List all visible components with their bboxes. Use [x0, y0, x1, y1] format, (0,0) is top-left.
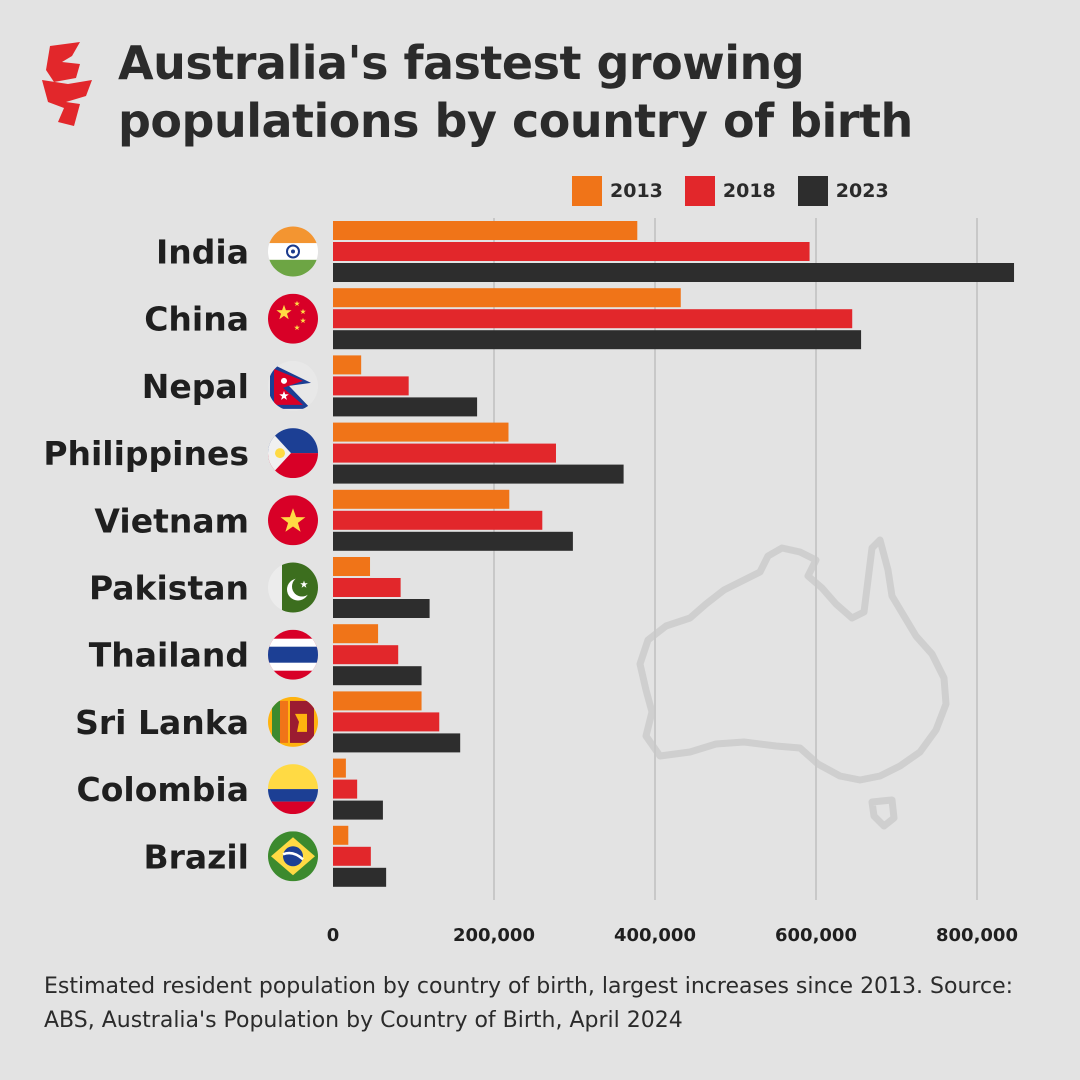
- x-tick-label: 0: [327, 925, 340, 946]
- category-label: Colombia: [77, 770, 249, 809]
- chart-caption: Estimated resident population by country…: [44, 974, 1014, 1033]
- bar-2018: [333, 645, 399, 665]
- legend-swatch: [797, 176, 828, 206]
- legend-label: 2018: [722, 180, 776, 202]
- x-tick-label: 200,000: [453, 925, 535, 946]
- bar-2018: [333, 779, 358, 799]
- category-label: Nepal: [142, 367, 249, 406]
- bar-2018: [333, 443, 556, 463]
- nepal-flag-icon: [268, 360, 318, 411]
- australia-map-outline-icon: [636, 536, 950, 830]
- x-tick-label: 400,000: [614, 925, 696, 946]
- legend-item-2023: 2023: [797, 176, 889, 206]
- bar-2013: [333, 691, 422, 711]
- bar-2018: [333, 309, 853, 329]
- bar-2018: [333, 578, 401, 597]
- bar-2023: [333, 330, 862, 350]
- category-label: Sri Lanka: [75, 703, 249, 742]
- bar-2023: [333, 531, 573, 551]
- pakistan-flag-icon: [268, 562, 318, 613]
- category-label: Brazil: [143, 837, 249, 876]
- colombia-flag-icon: [268, 764, 318, 815]
- bar-2023: [333, 464, 624, 484]
- thailand-flag-icon: [268, 629, 318, 680]
- bar-2023: [333, 397, 478, 417]
- bar-2013: [333, 825, 349, 845]
- sbs-logo-icon: [36, 40, 98, 134]
- category-label: China: [144, 300, 249, 339]
- category-label: Philippines: [43, 434, 249, 473]
- legend-item-2013: 2013: [572, 176, 663, 206]
- chart-legend: 2013 2018 2023: [572, 176, 911, 206]
- bar-2023: [333, 599, 430, 618]
- category-label: India: [156, 233, 249, 272]
- legend-label: 2013: [610, 180, 663, 202]
- bar-2018: [333, 846, 371, 866]
- category-label: Thailand: [89, 636, 249, 675]
- x-tick-label: 800,000: [936, 925, 1018, 946]
- bar-2023: [333, 666, 422, 686]
- philippines-flag-icon: [268, 428, 318, 479]
- bar-2018: [333, 242, 810, 261]
- legend-swatch: [572, 176, 602, 206]
- vietnam-flag-icon: [268, 495, 318, 546]
- bar-2023: [333, 867, 387, 887]
- bar-2023: [333, 800, 383, 820]
- chart-title: Australia's fastest growing populations …: [118, 36, 913, 148]
- bar-2013: [333, 288, 681, 308]
- bar-2013: [333, 624, 379, 644]
- bar-2013: [333, 758, 346, 778]
- legend-label: 2023: [835, 180, 889, 202]
- bar-2013: [333, 221, 638, 240]
- category-label: Vietnam: [94, 501, 249, 540]
- legend-item-2018: 2018: [684, 176, 776, 206]
- bar-2023: [333, 733, 461, 753]
- category-label: Pakistan: [89, 569, 249, 608]
- bar-chart: 0 200,000 400,000 600,000 800,000 India China N…: [43, 218, 1018, 946]
- china-flag-icon: [268, 293, 318, 344]
- bar-2023: [333, 263, 1015, 282]
- india-flag-icon: [268, 226, 318, 277]
- bar-2013: [333, 557, 371, 576]
- bar-2018: [333, 510, 543, 530]
- bar-2013: [333, 422, 509, 442]
- bar-2018: [333, 712, 440, 732]
- brazil-flag-icon: [268, 831, 318, 882]
- bar-2013: [333, 489, 510, 509]
- sri-lanka-flag-icon: [268, 696, 318, 747]
- bar-2018: [333, 376, 409, 396]
- bar-2013: [333, 355, 362, 375]
- legend-swatch: [684, 176, 715, 206]
- x-tick-label: 600,000: [775, 925, 857, 946]
